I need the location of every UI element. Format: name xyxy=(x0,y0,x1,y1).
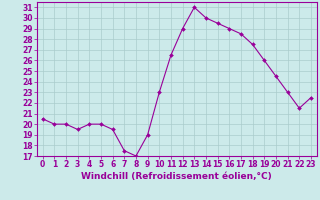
X-axis label: Windchill (Refroidissement éolien,°C): Windchill (Refroidissement éolien,°C) xyxy=(81,172,272,181)
